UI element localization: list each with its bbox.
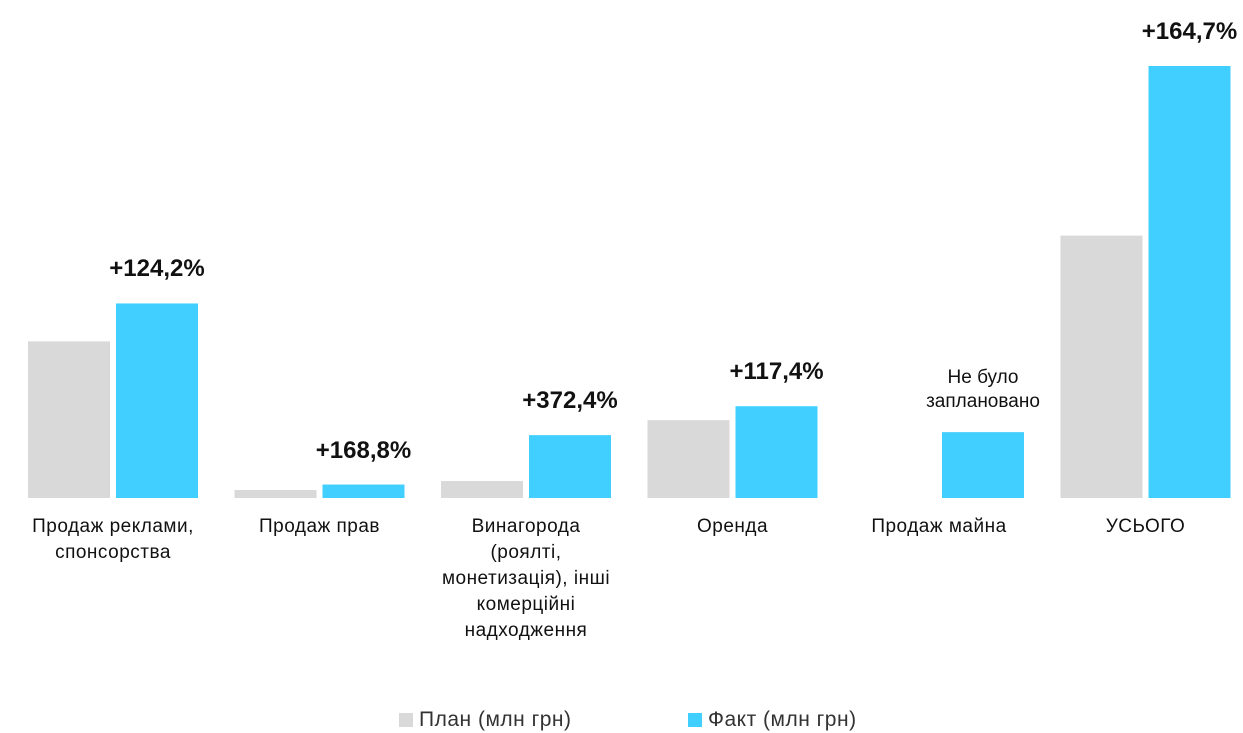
x-tick-label: Продаж майна (871, 516, 1007, 537)
x-tick-label: Продаж реклами, спонсорства (32, 516, 194, 563)
x-tick-label: Продаж прав (258, 516, 381, 537)
legend-swatch (399, 713, 413, 727)
bar (116, 303, 198, 498)
annotation: +372,4% (522, 387, 618, 415)
bar (942, 432, 1024, 498)
legend-label: Факт (млн грн) (708, 708, 857, 731)
x-tick-label: Оренда (696, 516, 769, 537)
bar (441, 481, 523, 498)
bar (234, 490, 317, 498)
x-tick-label: УСЬОГО (1105, 516, 1186, 537)
bar (647, 420, 730, 498)
bar (735, 406, 818, 498)
annotation: +168,8% (315, 436, 412, 464)
annotation: +117,4% (729, 358, 824, 386)
legend-label: План (млн грн) (419, 708, 572, 731)
annotation: +124,2% (109, 255, 205, 283)
legend-item: План (млн грн) (399, 708, 572, 732)
bar (529, 435, 611, 498)
x-tick-label: Винагорода (роялті, монетизація), інші к… (441, 516, 611, 641)
annotation: Не було заплановано (926, 367, 1040, 413)
annotation: +164,7% (1141, 18, 1238, 45)
bar (1060, 235, 1143, 498)
legend-swatch (688, 713, 702, 727)
bar (322, 484, 405, 498)
legend-item: Факт (млн грн) (688, 708, 857, 732)
bar (1148, 66, 1231, 498)
bar (28, 341, 110, 498)
